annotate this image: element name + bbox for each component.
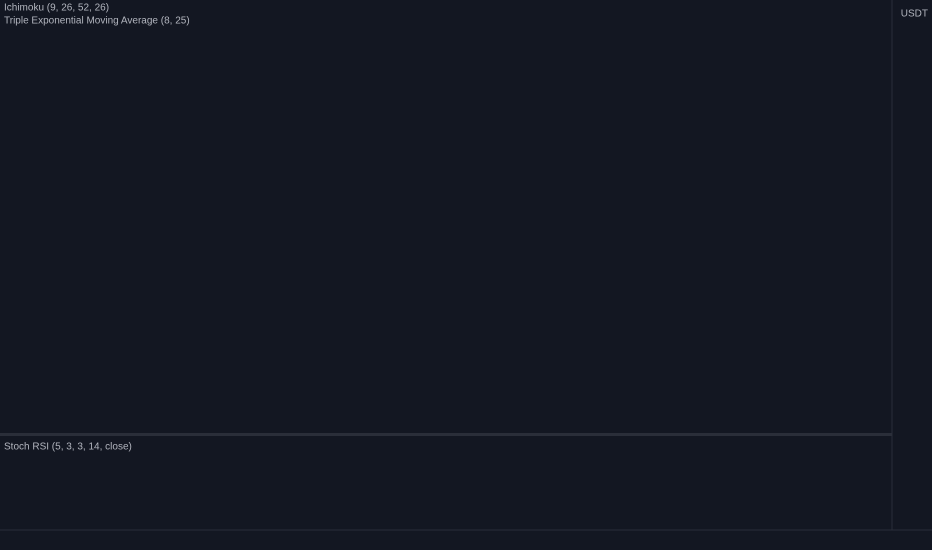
stoch-title: Stoch RSI (5, 3, 3, 14, close) bbox=[4, 442, 132, 453]
price-axis bbox=[892, 0, 932, 550]
pane-divider bbox=[0, 433, 932, 436]
currency: USDT bbox=[901, 9, 928, 20]
indicator-label: Ichimoku (9, 26, 52, 26) bbox=[4, 3, 109, 14]
indicator-label: Triple Exponential Moving Average (8, 25… bbox=[4, 16, 190, 27]
